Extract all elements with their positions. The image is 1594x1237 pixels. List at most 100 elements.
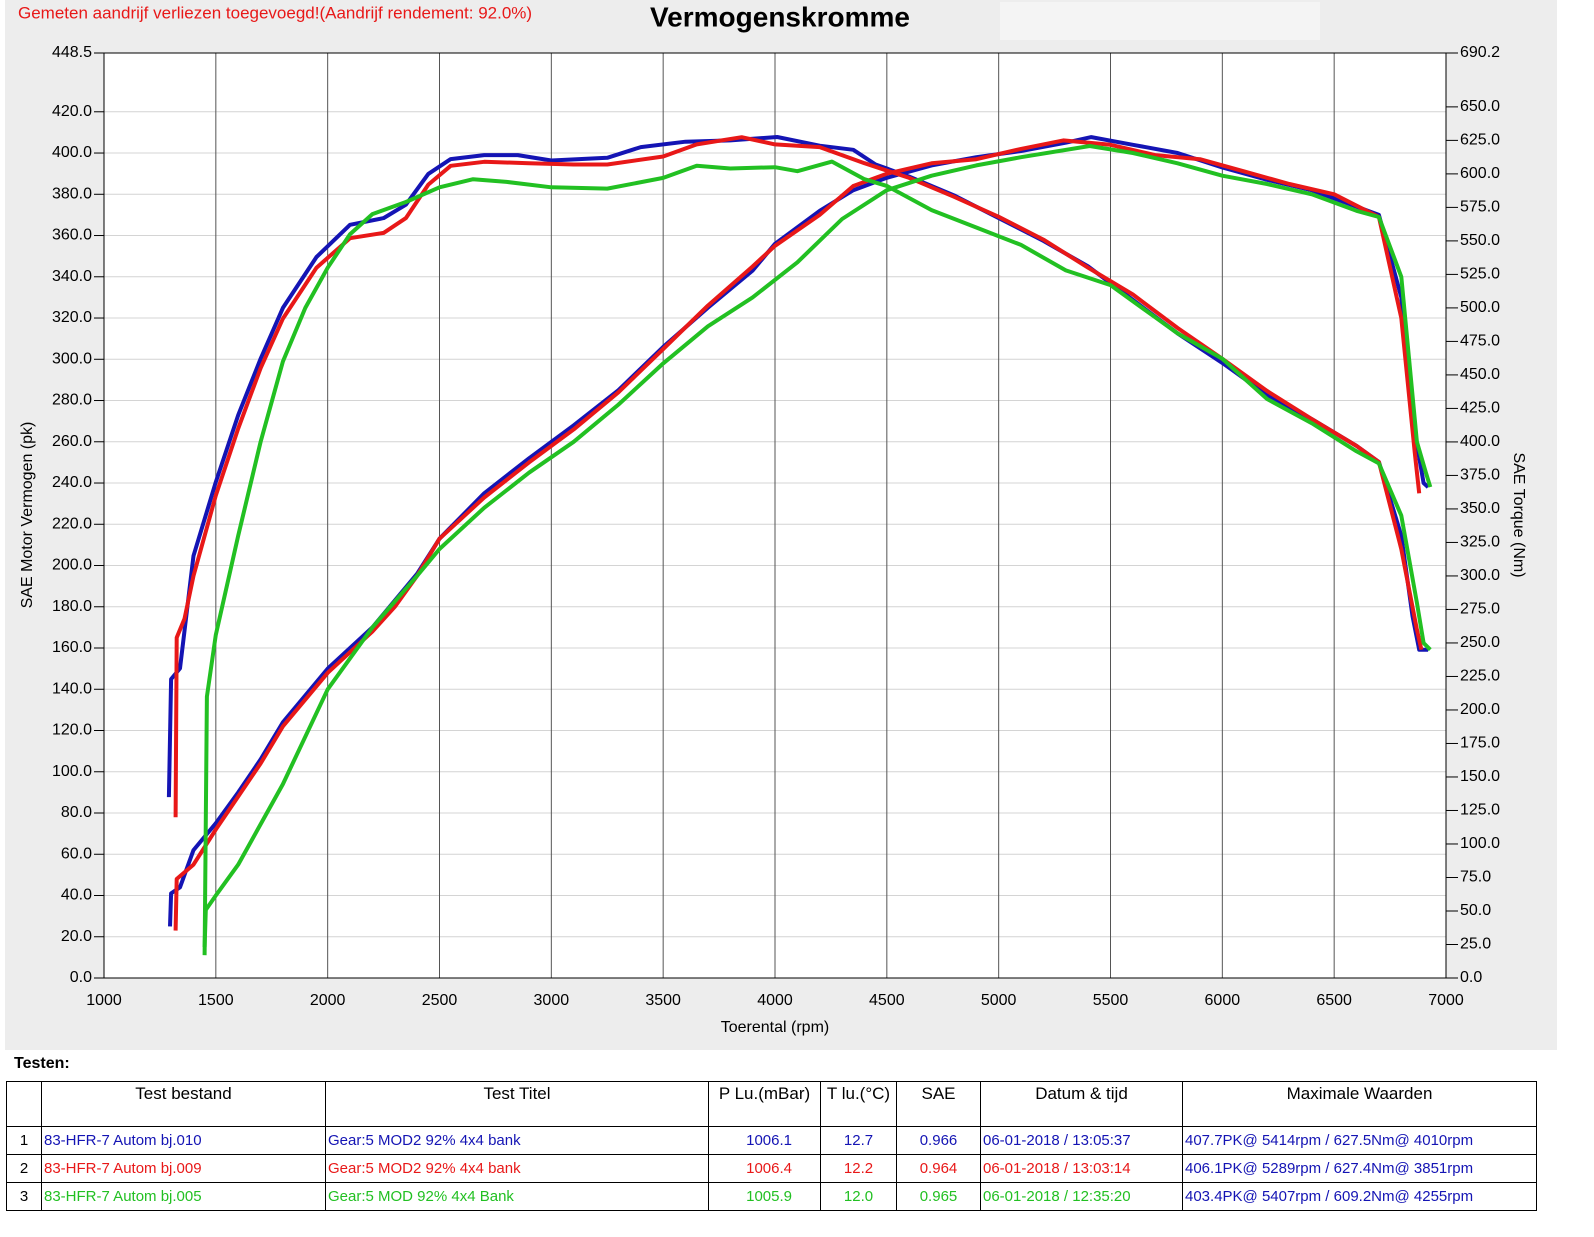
x-axis-label: Toerental (rpm) — [721, 1019, 829, 1036]
y2-axis-label: SAE Torque (Nm) — [1510, 452, 1527, 577]
chart: Gemeten aandrijf verliezen toegevoegd!(A… — [5, 0, 1557, 1050]
chart-subtitle: Gemeten aandrijf verliezen toegevoegd!(A… — [18, 3, 532, 22]
table-cell: 0.965 — [896, 1182, 981, 1211]
table-row: 1 83-HFR-7 Autom bj.010 Gear:5 MOD2 92% 4x… — [6, 1126, 1537, 1155]
y2-tick-label: 225.0 — [1460, 668, 1500, 685]
table-cell: Gear:5 MOD2 92% 4x4 bank — [325, 1154, 709, 1183]
x-tick-label: 6500 — [1316, 992, 1352, 1009]
y-tick-label: 260.0 — [52, 433, 92, 450]
y2-tick-label: 125.0 — [1460, 802, 1500, 819]
y-tick-label: 320.0 — [52, 309, 92, 326]
y-tick-label: 280.0 — [52, 392, 92, 409]
table-cell: 403.4PK@ 5407rpm / 609.2Nm@ 4255rpm — [1182, 1182, 1537, 1211]
data-line — [173, 138, 1422, 931]
x-tick-label: 5500 — [1093, 992, 1129, 1009]
x-tick-label: 3500 — [645, 992, 681, 1009]
table-cell: 12.2 — [820, 1154, 897, 1183]
x-tick-label: 5000 — [981, 992, 1017, 1009]
table-cell: Gear:5 MOD2 92% 4x4 bank — [325, 1126, 709, 1155]
y-tick-label: 448.5 — [52, 44, 92, 61]
table-row: 3 83-HFR-7 Autom bj.005 Gear:5 MOD 92% 4x4… — [6, 1182, 1537, 1211]
data-line — [202, 144, 1433, 948]
y2-tick-label: 600.0 — [1460, 165, 1500, 182]
table-cell: 1006.1 — [708, 1126, 821, 1155]
table-cell: 1 — [6, 1126, 42, 1155]
test-table: Test bestand Test Titel P Lu.(mBar) T lu.(°… — [6, 1081, 1537, 1211]
y-tick-label: 420.0 — [52, 103, 92, 120]
y-tick-label: 340.0 — [52, 268, 92, 285]
header-cell: Maximale Waarden — [1182, 1081, 1537, 1127]
y2-tick-label: 450.0 — [1460, 366, 1500, 383]
y-tick-label: 100.0 — [52, 763, 92, 780]
y-tick-label: 360.0 — [52, 227, 92, 244]
table-cell: 0.966 — [896, 1126, 981, 1155]
header-cell: P Lu.(mBar) — [708, 1081, 821, 1127]
y-tick-label: 400.0 — [52, 144, 92, 161]
y2-tick-label: 575.0 — [1460, 199, 1500, 216]
y2-tick-label: 500.0 — [1460, 299, 1500, 316]
plot-border — [103, 52, 1447, 979]
table-cell: 06-01-2018 / 13:05:37 — [980, 1126, 1183, 1155]
y-tick-label: 60.0 — [61, 845, 92, 862]
y-tick-label: 180.0 — [52, 598, 92, 615]
table-cell: 406.1PK@ 5289rpm / 627.4Nm@ 3851rpm — [1182, 1154, 1537, 1183]
y-tick-label: 140.0 — [52, 680, 92, 697]
y2-tick-label: 400.0 — [1460, 433, 1500, 450]
table-cell: 06-01-2018 / 12:35:20 — [980, 1182, 1183, 1211]
data-line — [173, 135, 1424, 818]
y-tick-label: 20.0 — [61, 928, 92, 945]
table-cell: 407.7PK@ 5414rpm / 627.5Nm@ 4010rpm — [1182, 1126, 1537, 1155]
table-cell: 1006.4 — [708, 1154, 821, 1183]
y2-tick-label: 525.0 — [1460, 266, 1500, 283]
y2-tick-label: 690.2 — [1460, 44, 1500, 61]
header-cell: Datum & tijd — [980, 1081, 1183, 1127]
table-cell: 1005.9 — [708, 1182, 821, 1211]
y-tick-label: 0.0 — [70, 969, 92, 986]
header-row: Test bestand Test Titel P Lu.(mBar) T lu.(°… — [6, 1081, 1537, 1127]
y2-tick-label: 50.0 — [1460, 902, 1491, 919]
x-tick-label: 1500 — [198, 992, 234, 1009]
y-tick-label: 380.0 — [52, 185, 92, 202]
y2-tick-label: 350.0 — [1460, 500, 1500, 517]
y2-tick-label: 325.0 — [1460, 534, 1500, 551]
header-cell: T lu.(°C) — [820, 1081, 897, 1127]
y2-tick-label: 375.0 — [1460, 467, 1500, 484]
y-tick-label: 200.0 — [52, 557, 92, 574]
x-tick-label: 3000 — [534, 992, 570, 1009]
table-cell: 3 — [6, 1182, 42, 1211]
y-tick-label: 80.0 — [61, 804, 92, 821]
x-tick-label: 1000 — [86, 992, 122, 1009]
table-title: Testen: — [14, 1055, 70, 1072]
table-cell: 12.7 — [820, 1126, 897, 1155]
x-tick-label: 4000 — [757, 992, 793, 1009]
table-cell: 83-HFR-7 Autom bj.009 — [41, 1154, 326, 1183]
y-tick-label: 120.0 — [52, 722, 92, 739]
table-cell: 2 — [6, 1154, 42, 1183]
y2-tick-label: 425.0 — [1460, 400, 1500, 417]
y2-tick-label: 150.0 — [1460, 768, 1500, 785]
y2-tick-label: 250.0 — [1460, 634, 1500, 651]
y2-tick-label: 25.0 — [1460, 936, 1491, 953]
header-cell — [6, 1081, 42, 1127]
y-tick-label: 220.0 — [52, 515, 92, 532]
x-tick-label: 6000 — [1205, 992, 1241, 1009]
title-box — [1000, 2, 1320, 40]
data-line — [202, 159, 1432, 956]
y2-tick-label: 175.0 — [1460, 735, 1500, 752]
table-cell: 06-01-2018 / 13:03:14 — [980, 1154, 1183, 1183]
header-cell: Test Titel — [325, 1081, 709, 1127]
y2-tick-label: 200.0 — [1460, 701, 1500, 718]
y-axis-label: SAE Motor Vermogen (pk) — [19, 422, 36, 609]
table-cell: 83-HFR-7 Autom bj.010 — [41, 1126, 326, 1155]
table-cell: Gear:5 MOD 92% 4x4 Bank — [325, 1182, 709, 1211]
y2-tick-label: 550.0 — [1460, 232, 1500, 249]
table-row: 2 83-HFR-7 Autom bj.009 Gear:5 MOD2 92% 4x… — [6, 1154, 1537, 1183]
y2-tick-label: 625.0 — [1460, 132, 1500, 149]
x-tick-label: 2000 — [310, 992, 346, 1009]
y2-tick-label: 650.0 — [1460, 98, 1500, 115]
x-tick-label: 4500 — [869, 992, 905, 1009]
table-cell: 12.0 — [820, 1182, 897, 1211]
y2-tick-label: 475.0 — [1460, 333, 1500, 350]
y2-tick-label: 0.0 — [1460, 969, 1482, 986]
